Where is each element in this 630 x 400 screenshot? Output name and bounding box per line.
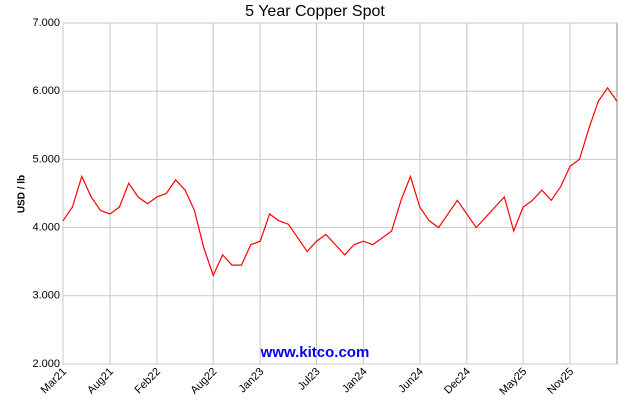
y-tick-label: 2.000: [32, 358, 60, 370]
x-tick-label: Jan23: [237, 366, 267, 396]
watermark: www.kitco.com: [260, 344, 370, 361]
x-tick-label: Nov25: [545, 366, 576, 397]
y-tick-label: 4.000: [32, 222, 60, 234]
y-tick-label: 3.000: [32, 290, 60, 302]
x-tick-label: Dec24: [442, 366, 473, 397]
y-axis-label: USD / lb: [17, 175, 28, 213]
y-tick-label: 6.000: [32, 85, 60, 97]
x-tick-label: Jan24: [340, 366, 370, 396]
x-tick-label: Aug21: [85, 366, 116, 397]
line: [62, 86, 618, 277]
x-tick-label: Jun24: [396, 366, 426, 396]
plot-area: [62, 22, 618, 365]
chart-title: 5 Year Copper Spot: [245, 3, 385, 20]
x-tick-label: May25: [497, 366, 529, 398]
x-tick-label: Mar21: [39, 366, 70, 397]
x-tick-label: Jul23: [296, 366, 323, 393]
y-tick-label: 7.000: [32, 17, 60, 29]
y-tick-label: 5.000: [32, 153, 60, 165]
x-tick-label: Aug22: [188, 366, 219, 397]
x-tick-label: Feb22: [133, 366, 164, 397]
